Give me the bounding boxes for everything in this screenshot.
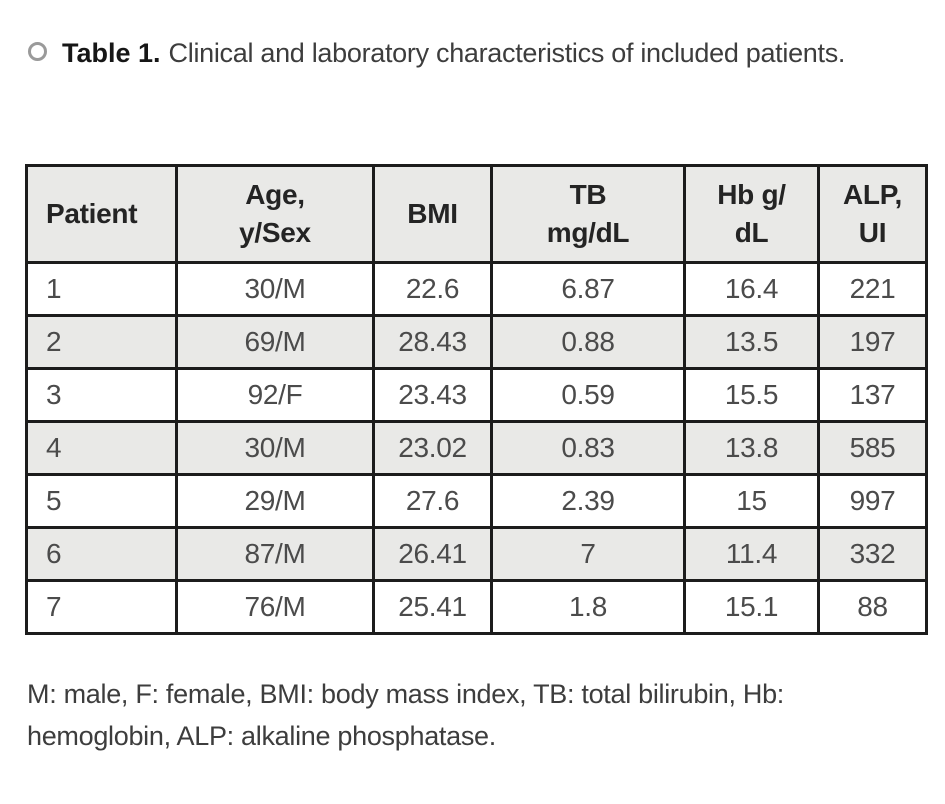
cell-age-sex: 92/F <box>175 367 375 423</box>
cell-age-sex: 29/M <box>175 473 375 529</box>
column-header-alp: ALP, UI <box>817 164 928 264</box>
cell-alp: 332 <box>817 526 928 582</box>
cell-hb: 15.5 <box>683 367 820 423</box>
cell-patient: 5 <box>25 473 178 529</box>
cell-hb: 15.1 <box>683 579 820 635</box>
cell-hb: 13.5 <box>683 314 820 370</box>
table-footnote: M: male, F: female, BMI: body mass index… <box>27 679 784 751</box>
table-row: 3 92/F 23.43 0.59 15.5 137 <box>25 367 928 423</box>
table-caption-text: Table 1. Clinical and laboratory characte… <box>62 33 845 73</box>
table-caption: Table 1. Clinical and laboratory characte… <box>28 33 900 73</box>
table-caption-description: Clinical and laboratory characteristics … <box>168 38 846 68</box>
cell-alp: 137 <box>817 367 928 423</box>
cell-patient: 2 <box>25 314 178 370</box>
cell-patient: 6 <box>25 526 178 582</box>
cell-tb: 1.8 <box>490 579 686 635</box>
patients-table: Patient Age, y/Sex BMI TB mg/dL Hb g/ dL… <box>25 164 928 635</box>
cell-patient: 7 <box>25 579 178 635</box>
cell-tb: 7 <box>490 526 686 582</box>
cell-patient: 3 <box>25 367 178 423</box>
cell-alp: 997 <box>817 473 928 529</box>
column-header-bmi: BMI <box>372 164 493 264</box>
cell-age-sex: 76/M <box>175 579 375 635</box>
cell-patient: 4 <box>25 420 178 476</box>
cell-bmi: 23.02 <box>372 420 493 476</box>
cell-age-sex: 30/M <box>175 420 375 476</box>
column-header-patient: Patient <box>25 164 178 264</box>
cell-patient: 1 <box>25 261 178 317</box>
table-row: 5 29/M 27.6 2.39 15 997 <box>25 473 928 529</box>
cell-bmi: 26.41 <box>372 526 493 582</box>
cell-tb: 6.87 <box>490 261 686 317</box>
cell-hb: 11.4 <box>683 526 820 582</box>
cell-tb: 0.88 <box>490 314 686 370</box>
column-header-tb: TB mg/dL <box>490 164 686 264</box>
table-caption-label: Table 1. <box>62 38 161 68</box>
cell-tb: 2.39 <box>490 473 686 529</box>
table-row: 7 76/M 25.41 1.8 15.1 88 <box>25 579 928 635</box>
column-header-hb: Hb g/ dL <box>683 164 820 264</box>
cell-alp: 197 <box>817 314 928 370</box>
cell-age-sex: 69/M <box>175 314 375 370</box>
cell-bmi: 23.43 <box>372 367 493 423</box>
table-row: 2 69/M 28.43 0.88 13.5 197 <box>25 314 928 370</box>
cell-tb: 0.83 <box>490 420 686 476</box>
table-header-row: Patient Age, y/Sex BMI TB mg/dL Hb g/ dL… <box>25 164 928 264</box>
table-row: 1 30/M 22.6 6.87 16.4 221 <box>25 261 928 317</box>
cell-alp: 88 <box>817 579 928 635</box>
cell-bmi: 22.6 <box>372 261 493 317</box>
column-header-age-sex: Age, y/Sex <box>175 164 375 264</box>
cell-alp: 585 <box>817 420 928 476</box>
circle-outline-icon <box>28 42 47 61</box>
cell-bmi: 25.41 <box>372 579 493 635</box>
cell-bmi: 28.43 <box>372 314 493 370</box>
cell-age-sex: 30/M <box>175 261 375 317</box>
table-row: 4 30/M 23.02 0.83 13.8 585 <box>25 420 928 476</box>
table-row: 6 87/M 26.41 7 11.4 332 <box>25 526 928 582</box>
cell-hb: 16.4 <box>683 261 820 317</box>
cell-bmi: 27.6 <box>372 473 493 529</box>
cell-tb: 0.59 <box>490 367 686 423</box>
cell-hb: 15 <box>683 473 820 529</box>
cell-age-sex: 87/M <box>175 526 375 582</box>
cell-hb: 13.8 <box>683 420 820 476</box>
cell-alp: 221 <box>817 261 928 317</box>
